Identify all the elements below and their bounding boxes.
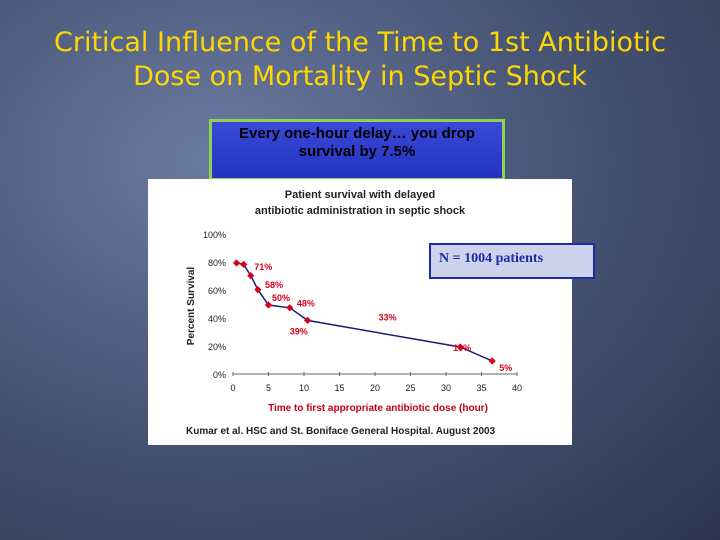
x-tick-label: 10 bbox=[299, 383, 309, 393]
y-tick-label: 20% bbox=[208, 342, 226, 352]
y-tick-label: 40% bbox=[208, 314, 226, 324]
data-point-marker bbox=[264, 301, 273, 309]
y-tick-label: 100% bbox=[203, 230, 226, 240]
callout-box: Every one-hour delay… you drop survival … bbox=[209, 119, 505, 181]
x-axis-label: Time to first appropriate antibiotic dos… bbox=[268, 403, 488, 414]
chart-title-line-2: antibiotic administration in septic shoc… bbox=[255, 205, 466, 217]
slide-title-line-2: Dose on Mortality in Septic Shock bbox=[133, 61, 587, 92]
data-label: 48% bbox=[297, 298, 315, 308]
data-point-marker bbox=[232, 259, 241, 267]
data-point-marker bbox=[240, 260, 248, 268]
x-tick-labels: 0 5 10 15 20 25 30 35 40 bbox=[230, 372, 522, 393]
chart-title-line-1: Patient survival with delayed bbox=[285, 189, 435, 201]
slide-title: Critical Influence of the Time to 1st An… bbox=[20, 26, 700, 94]
x-tick-label: 30 bbox=[441, 383, 451, 393]
x-tick-label: 5 bbox=[266, 383, 271, 393]
survival-chart: Patient survival with delayed antibiotic… bbox=[186, 189, 522, 437]
y-tick-label: 60% bbox=[208, 286, 226, 296]
slide-title-line-1: Critical Influence of the Time to 1st An… bbox=[54, 27, 666, 58]
y-axis-label: Percent Survival bbox=[186, 267, 197, 346]
data-label: 39% bbox=[290, 326, 308, 336]
x-tick-label: 20 bbox=[370, 383, 380, 393]
chart-panel: Patient survival with delayed antibiotic… bbox=[148, 179, 572, 445]
data-label: 33% bbox=[379, 312, 397, 322]
data-label: 71% bbox=[254, 262, 272, 272]
callout-line-1: Every one-hour delay… you drop bbox=[239, 125, 475, 142]
y-tick-label: 0% bbox=[213, 370, 226, 380]
y-tick-labels: 0% 20% 40% 60% 80% 100% bbox=[203, 230, 226, 380]
data-labels: 71% 58% 50% 48% 39% 33% 10% 5% bbox=[254, 262, 512, 373]
data-label: 5% bbox=[499, 363, 512, 373]
x-tick-label: 35 bbox=[476, 383, 486, 393]
data-point-marker bbox=[456, 343, 464, 351]
x-tick-label: 0 bbox=[230, 383, 235, 393]
citation: Kumar et al. HSC and St. Boniface Genera… bbox=[186, 426, 496, 437]
x-tick-label: 40 bbox=[512, 383, 522, 393]
data-point-marker bbox=[488, 357, 496, 365]
x-tick-label: 25 bbox=[405, 383, 415, 393]
sample-size-box: N = 1004 patients bbox=[429, 243, 595, 279]
y-tick-label: 80% bbox=[208, 258, 226, 268]
data-label: 10% bbox=[453, 343, 471, 353]
data-point-marker bbox=[247, 272, 255, 280]
data-label: 50% bbox=[272, 293, 290, 303]
callout-line-2: survival by 7.5% bbox=[298, 143, 416, 160]
x-tick-label: 15 bbox=[334, 383, 344, 393]
data-label: 58% bbox=[265, 280, 283, 290]
